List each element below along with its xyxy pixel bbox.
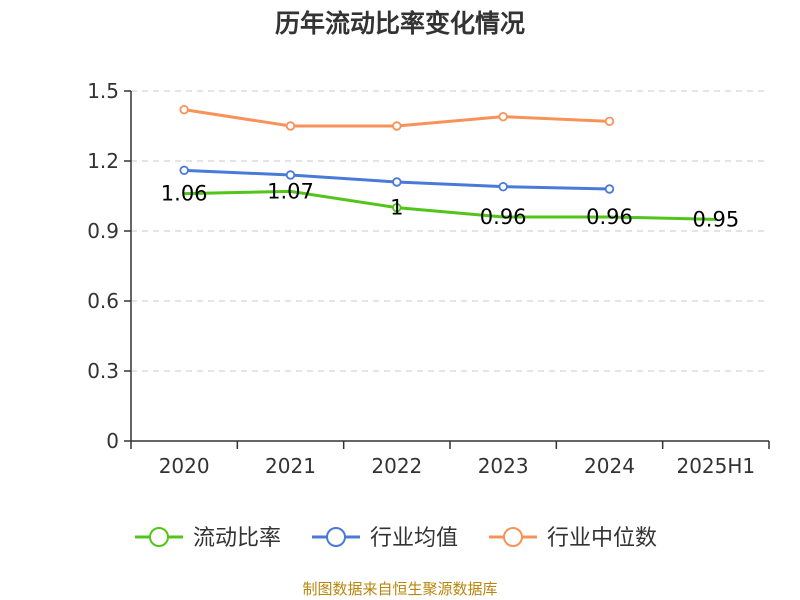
x-tick-label-2024: 2024 [584,454,635,478]
data-point-2-2020[interactable] [179,104,189,115]
y-tick-label-3: 0.9 [87,219,119,243]
x-tick-label-2023: 2023 [478,454,529,478]
legend-item-0[interactable]: 流动比率 [135,526,281,551]
data-point-2-2021[interactable] [285,121,296,131]
legend-marker-1 [326,527,346,547]
source-note: 制图数据来自恒生聚源数据库 [302,580,498,598]
data-point-1-2024[interactable] [604,184,615,194]
data-point-0-2022[interactable] [392,202,402,213]
y-tick-label-0: 0 [106,429,119,453]
series-line-0 [184,189,716,221]
series-lines [179,104,716,221]
x-tick-label-2025H1: 2025H1 [676,454,755,478]
legend[interactable]: 流动比率 行业均值 行业中位数 [135,526,657,551]
axes: 0 0.3 0.6 0.9 1.2 1.5 2020 2021 2022 2023 2024 2025… [87,79,770,478]
data-label-2025H1: 0.95 [692,207,739,231]
chart-title: 历年流动比率变化情况 [274,9,525,38]
x-tick-label-2020: 2020 [159,454,210,478]
legend-label-0: 流动比率 [193,526,281,551]
legend-item-1[interactable]: 行业均值 [312,526,458,551]
y-tick-label-5: 1.5 [87,79,119,103]
data-label-2023: 0.96 [480,205,527,229]
data-label-2020: 1.06 [161,182,208,206]
legend-label-2: 行业中位数 [547,526,657,551]
data-label-2022: 1 [390,196,403,220]
data-point-2-2024[interactable] [604,116,615,127]
data-point-1-2023[interactable] [498,181,508,192]
x-tick-label-2021: 2021 [265,454,316,478]
x-tick-label-2022: 2022 [371,454,422,478]
y-tick-label-4: 1.2 [87,149,119,173]
legend-marker-0 [149,527,169,547]
legend-marker-2 [503,527,523,547]
legend-item-2[interactable]: 行业中位数 [489,526,657,551]
data-point-1-2022[interactable] [392,177,402,187]
data-point-1-2020[interactable] [179,165,189,176]
data-point-2-2022[interactable] [392,121,402,131]
data-point-2-2023[interactable] [498,111,508,122]
data-labels: 1.06 1.07 1 0.96 0.96 0.95 [161,179,739,231]
data-label-2024: 0.96 [586,205,633,229]
gridlines [131,90,769,372]
y-tick-label-2: 0.6 [87,289,119,313]
data-point-1-2021[interactable] [285,170,296,180]
data-label-2021: 1.07 [267,179,314,203]
y-tick-label-1: 0.3 [87,359,119,383]
legend-label-1: 行业均值 [370,526,458,551]
